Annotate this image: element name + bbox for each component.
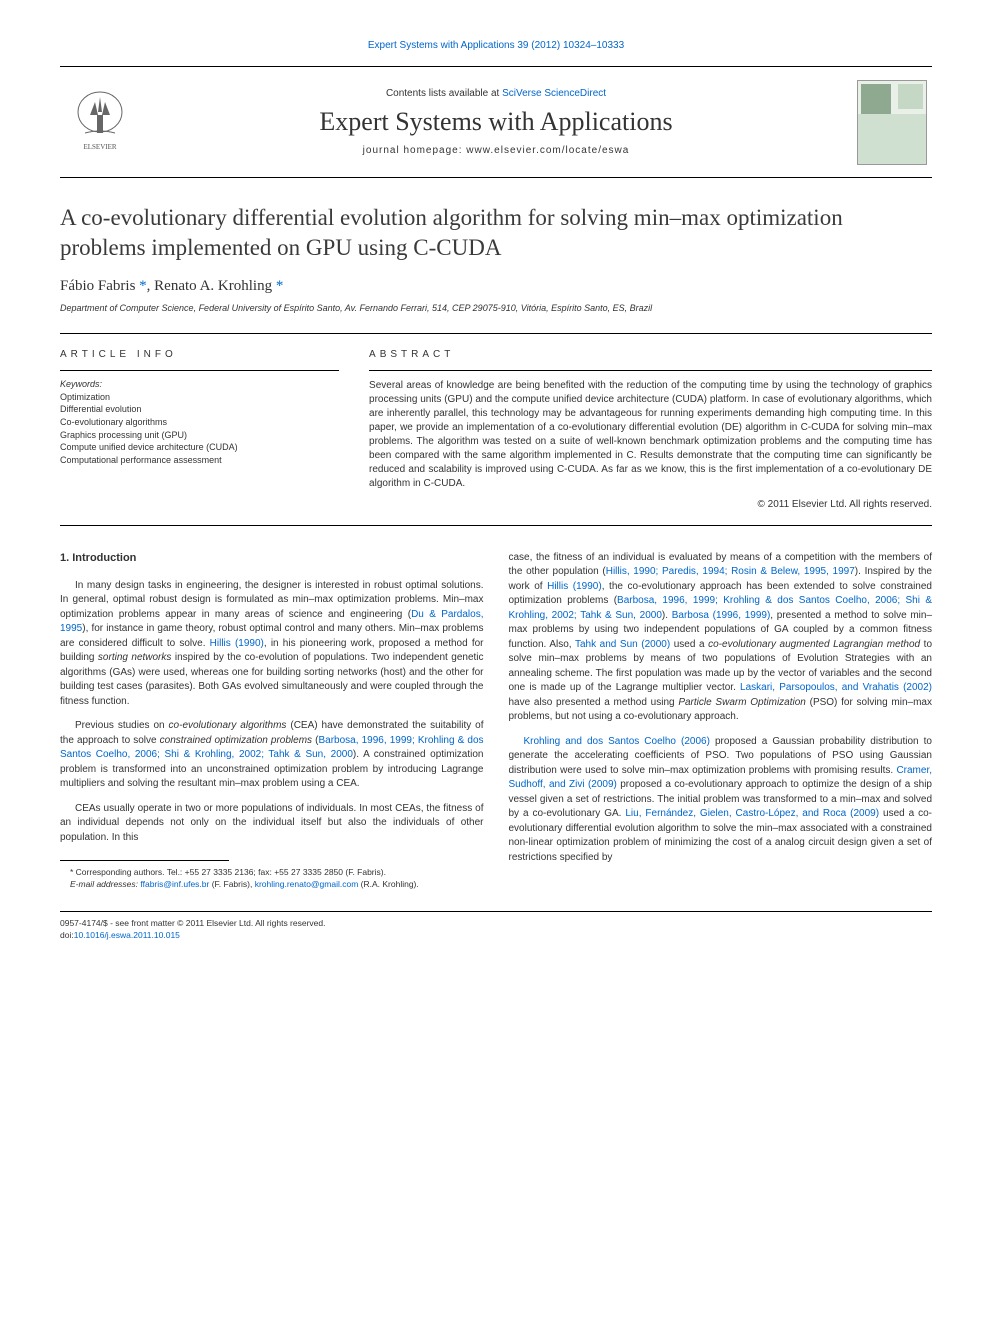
journal-homepage-line: journal homepage: www.elsevier.com/locat… bbox=[160, 145, 832, 156]
abstract-column: ABSTRACT Several areas of knowledge are … bbox=[369, 349, 932, 510]
front-matter-line: 0957-4174/$ - see front matter © 2011 El… bbox=[60, 918, 932, 930]
journal-cover-thumb bbox=[852, 77, 932, 167]
citation-link[interactable]: Hillis, 1990; Paredis, 1994; Rosin & Bel… bbox=[606, 566, 855, 577]
section-heading-intro: 1. Introduction bbox=[60, 551, 484, 567]
keyword: Optimization bbox=[60, 391, 339, 404]
keyword: Graphics processing unit (GPU) bbox=[60, 429, 339, 442]
citation-link[interactable]: Laskari, Parsopoulos, and Vrahatis (2002… bbox=[740, 682, 932, 693]
corresponding-asterisk: * bbox=[139, 278, 147, 294]
footnote-separator bbox=[60, 860, 229, 861]
footer-separator bbox=[60, 911, 932, 912]
citation-link[interactable]: Tahk and Sun (2000) bbox=[575, 639, 670, 650]
text-run: used a bbox=[670, 639, 708, 650]
svg-text:ELSEVIER: ELSEVIER bbox=[83, 143, 116, 151]
journal-name: Expert Systems with Applications bbox=[160, 107, 832, 137]
author-2: Renato A. Krohling bbox=[154, 278, 272, 294]
contents-prefix: Contents lists available at bbox=[386, 88, 502, 99]
doi-prefix: doi: bbox=[60, 930, 74, 940]
paragraph: Krohling and dos Santos Coelho (2006) pr… bbox=[509, 735, 933, 866]
paragraph: Previous studies on co-evolutionary algo… bbox=[60, 719, 484, 792]
text-run: have also presented a method using bbox=[509, 697, 679, 708]
homepage-url[interactable]: www.elsevier.com/locate/eswa bbox=[466, 145, 629, 156]
article-title: A co-evolutionary differential evolution… bbox=[60, 203, 932, 263]
corresponding-asterisk: * bbox=[276, 278, 284, 294]
right-column: case, the fitness of an individual is ev… bbox=[509, 551, 933, 891]
italic-term: sorting networks bbox=[98, 652, 171, 663]
email-link[interactable]: krohling.renato@gmail.com bbox=[255, 879, 359, 889]
email-footnote: E-mail addresses: ffabris@inf.ufes.br (F… bbox=[60, 879, 484, 891]
email-link[interactable]: ffabris@inf.ufes.br bbox=[140, 879, 209, 889]
header-center: Contents lists available at SciVerse Sci… bbox=[140, 88, 852, 156]
article-info-label: ARTICLE INFO bbox=[60, 349, 339, 360]
author-1: Fábio Fabris bbox=[60, 278, 135, 294]
citation-link[interactable]: Hillis (1990) bbox=[210, 638, 264, 649]
homepage-prefix: journal homepage: bbox=[363, 145, 467, 156]
doi-line: doi:10.1016/j.eswa.2011.10.015 bbox=[60, 930, 932, 942]
italic-term: co-evolutionary algorithms bbox=[169, 720, 287, 731]
italic-term: Particle Swarm Optimization bbox=[678, 697, 806, 708]
body-two-columns: 1. Introduction In many design tasks in … bbox=[60, 551, 932, 891]
text-run: (R.A. Krohling). bbox=[358, 879, 418, 889]
abstract-copyright: © 2011 Elsevier Ltd. All rights reserved… bbox=[369, 499, 932, 510]
text-run: Previous studies on bbox=[75, 720, 169, 731]
paragraph: case, the fitness of an individual is ev… bbox=[509, 551, 933, 725]
citation-link[interactable]: Barbosa (1996, 1999) bbox=[672, 610, 771, 621]
keyword: Computational performance assessment bbox=[60, 454, 339, 467]
italic-term: co-evolutionary augmented Lagrangian met… bbox=[708, 639, 920, 650]
journal-citation-link[interactable]: Expert Systems with Applications 39 (201… bbox=[60, 40, 932, 51]
text-run: (F. Fabris), bbox=[209, 879, 254, 889]
article-info-column: ARTICLE INFO Keywords: Optimization Diff… bbox=[60, 349, 339, 510]
citation-link[interactable]: Liu, Fernández, Gielen, Castro-López, an… bbox=[625, 808, 879, 819]
affiliation: Department of Computer Science, Federal … bbox=[60, 303, 932, 313]
citation-link[interactable]: Krohling and dos Santos Coelho (2006) bbox=[524, 736, 710, 747]
keyword: Co-evolutionary algorithms bbox=[60, 416, 339, 429]
left-column: 1. Introduction In many design tasks in … bbox=[60, 551, 484, 891]
email-label: E-mail addresses: bbox=[70, 879, 140, 889]
italic-term: constrained optimization problems bbox=[160, 735, 312, 746]
info-abstract-block: ARTICLE INFO Keywords: Optimization Diff… bbox=[60, 333, 932, 526]
keyword: Compute unified device architecture (CUD… bbox=[60, 441, 339, 454]
doi-link[interactable]: 10.1016/j.eswa.2011.10.015 bbox=[74, 930, 180, 940]
text-run: CEAs usually operate in two or more popu… bbox=[60, 803, 484, 843]
elsevier-tree-logo: ELSEVIER bbox=[60, 82, 140, 162]
keywords-label: Keywords: bbox=[60, 379, 339, 389]
author-list: Fábio Fabris *, Renato A. Krohling * bbox=[60, 278, 932, 295]
paragraph: CEAs usually operate in two or more popu… bbox=[60, 802, 484, 846]
abstract-text: Several areas of knowledge are being ben… bbox=[369, 379, 932, 491]
abstract-label: ABSTRACT bbox=[369, 349, 932, 360]
keyword: Differential evolution bbox=[60, 403, 339, 416]
text-run: ). bbox=[662, 610, 672, 621]
paragraph: In many design tasks in engineering, the… bbox=[60, 579, 484, 710]
citation-link[interactable]: Hillis (1990) bbox=[547, 581, 602, 592]
corresponding-author-footnote: * Corresponding authors. Tel.: +55 27 33… bbox=[60, 867, 484, 879]
contents-available-line: Contents lists available at SciVerse Sci… bbox=[160, 88, 832, 99]
journal-header: ELSEVIER Contents lists available at Sci… bbox=[60, 66, 932, 178]
sciencedirect-link[interactable]: SciVerse ScienceDirect bbox=[502, 88, 606, 99]
